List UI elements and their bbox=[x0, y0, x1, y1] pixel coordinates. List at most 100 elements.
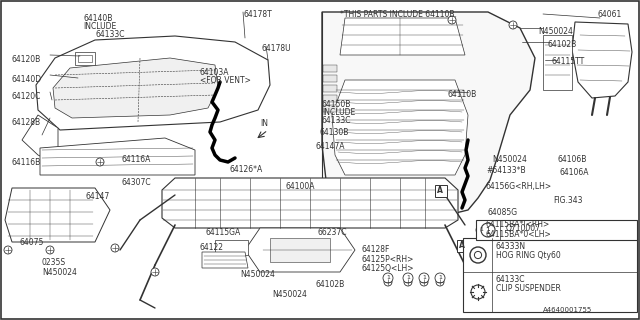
Text: Q710007: Q710007 bbox=[506, 224, 541, 233]
Text: 1: 1 bbox=[485, 227, 490, 236]
Text: 1: 1 bbox=[406, 275, 410, 280]
Circle shape bbox=[436, 278, 444, 286]
Text: 64178T: 64178T bbox=[243, 10, 272, 19]
Polygon shape bbox=[40, 138, 195, 175]
Polygon shape bbox=[323, 85, 337, 92]
Text: 64125P<RH>: 64125P<RH> bbox=[362, 255, 414, 264]
Circle shape bbox=[420, 278, 428, 286]
Polygon shape bbox=[270, 238, 330, 262]
Text: 64126*A: 64126*A bbox=[230, 165, 263, 174]
Text: 64147A: 64147A bbox=[315, 142, 344, 151]
Text: 64120B: 64120B bbox=[12, 55, 41, 64]
Text: 1: 1 bbox=[438, 275, 442, 280]
Text: 64128B: 64128B bbox=[12, 118, 41, 127]
Polygon shape bbox=[36, 36, 270, 130]
Text: 64075: 64075 bbox=[20, 238, 44, 247]
Circle shape bbox=[476, 268, 484, 276]
Text: IN: IN bbox=[260, 119, 268, 128]
Polygon shape bbox=[322, 12, 535, 222]
Text: 64085G: 64085G bbox=[488, 208, 518, 217]
Bar bbox=[457, 240, 469, 252]
Text: 64103A: 64103A bbox=[200, 68, 230, 77]
Text: 64133C: 64133C bbox=[322, 116, 351, 125]
Circle shape bbox=[383, 273, 393, 283]
Text: 64140D: 64140D bbox=[12, 75, 42, 84]
Text: 66237C: 66237C bbox=[318, 228, 348, 237]
Text: N450024: N450024 bbox=[240, 270, 275, 279]
Circle shape bbox=[403, 273, 413, 283]
Text: 64120C: 64120C bbox=[12, 92, 42, 101]
Text: 64122: 64122 bbox=[200, 243, 224, 252]
Text: <FOR VENT>: <FOR VENT> bbox=[200, 76, 251, 85]
Text: 1: 1 bbox=[479, 227, 483, 232]
Polygon shape bbox=[323, 65, 337, 72]
Polygon shape bbox=[5, 188, 110, 242]
Circle shape bbox=[448, 16, 456, 24]
Polygon shape bbox=[202, 252, 248, 268]
Text: 0235S: 0235S bbox=[42, 258, 66, 267]
Polygon shape bbox=[323, 75, 337, 82]
Bar bbox=[463, 238, 637, 312]
Polygon shape bbox=[340, 18, 465, 55]
Text: 64133C: 64133C bbox=[496, 275, 525, 284]
Circle shape bbox=[435, 273, 445, 283]
Polygon shape bbox=[245, 228, 355, 272]
Polygon shape bbox=[572, 22, 632, 98]
Polygon shape bbox=[22, 115, 58, 165]
Text: 64128F: 64128F bbox=[362, 245, 390, 254]
Text: 64140B: 64140B bbox=[83, 14, 113, 23]
Polygon shape bbox=[332, 80, 468, 175]
Circle shape bbox=[509, 21, 517, 29]
Circle shape bbox=[470, 247, 486, 263]
Text: CLIP SUSPENDER: CLIP SUSPENDER bbox=[496, 284, 561, 293]
Text: 64130B: 64130B bbox=[320, 128, 349, 137]
Text: N450024: N450024 bbox=[492, 155, 527, 164]
Circle shape bbox=[151, 268, 159, 276]
Polygon shape bbox=[53, 58, 218, 118]
Circle shape bbox=[46, 246, 54, 254]
Text: 64150B: 64150B bbox=[322, 100, 351, 109]
Text: 64115TT: 64115TT bbox=[552, 57, 585, 66]
Text: 64125Q<LH>: 64125Q<LH> bbox=[362, 264, 415, 273]
Text: N450024: N450024 bbox=[42, 268, 77, 277]
Text: 64147: 64147 bbox=[85, 192, 109, 201]
Polygon shape bbox=[323, 105, 337, 112]
Circle shape bbox=[96, 158, 104, 166]
Polygon shape bbox=[215, 240, 248, 255]
Text: 64116B: 64116B bbox=[12, 158, 41, 167]
Bar bbox=[476, 220, 637, 240]
Text: 64116A: 64116A bbox=[122, 155, 152, 164]
Circle shape bbox=[474, 252, 482, 259]
Text: 64115BA*0<LH>: 64115BA*0<LH> bbox=[486, 230, 552, 239]
Text: 64115BA*I<RH>: 64115BA*I<RH> bbox=[486, 220, 550, 229]
Text: INCLUDE: INCLUDE bbox=[83, 22, 116, 31]
Text: #64133*B: #64133*B bbox=[486, 166, 525, 175]
Text: A: A bbox=[459, 241, 465, 250]
Text: 64102B: 64102B bbox=[547, 40, 576, 49]
Text: HOG RING Qty60: HOG RING Qty60 bbox=[496, 251, 561, 260]
Text: 64100A: 64100A bbox=[285, 182, 314, 191]
Text: FIG.343: FIG.343 bbox=[553, 196, 582, 205]
Text: *THIS PARTS INCLUDE 64110B.: *THIS PARTS INCLUDE 64110B. bbox=[340, 10, 457, 19]
Text: 64133C: 64133C bbox=[95, 30, 125, 39]
Polygon shape bbox=[543, 35, 572, 90]
Polygon shape bbox=[323, 95, 337, 102]
Circle shape bbox=[384, 278, 392, 286]
Circle shape bbox=[111, 244, 119, 252]
Text: 64156G<RH,LH>: 64156G<RH,LH> bbox=[486, 182, 552, 191]
Text: 64110B: 64110B bbox=[447, 90, 476, 99]
Text: 1: 1 bbox=[422, 275, 426, 280]
Text: INCLUDE: INCLUDE bbox=[322, 108, 355, 117]
Text: A: A bbox=[437, 186, 443, 195]
Text: N450024: N450024 bbox=[272, 290, 307, 299]
Circle shape bbox=[404, 278, 412, 286]
Circle shape bbox=[481, 223, 495, 237]
Text: 64106B: 64106B bbox=[558, 155, 588, 164]
Text: A4640001755: A4640001755 bbox=[543, 307, 592, 313]
Circle shape bbox=[4, 246, 12, 254]
Polygon shape bbox=[162, 178, 458, 228]
Text: 64307C: 64307C bbox=[122, 178, 152, 187]
Text: 64178U: 64178U bbox=[261, 44, 291, 53]
Polygon shape bbox=[78, 55, 92, 62]
Polygon shape bbox=[75, 52, 95, 65]
